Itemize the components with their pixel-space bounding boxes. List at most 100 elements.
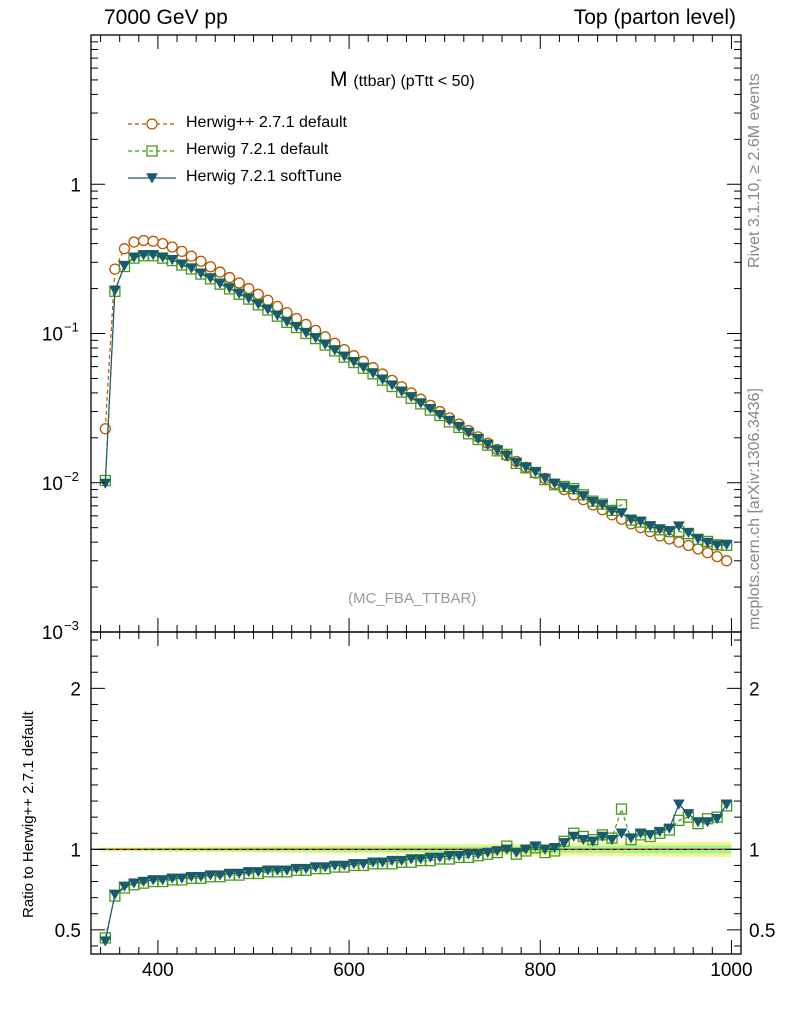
y-tick-label: 1 — [70, 175, 81, 196]
data-point-s2 — [567, 831, 580, 842]
y-tick-label-exponent: −3 — [64, 618, 79, 633]
data-point-s0 — [118, 243, 131, 255]
data-point-s2 — [261, 304, 274, 315]
data-point-s2 — [367, 857, 379, 868]
rivet-version-label: Rivet 3.1.10, ≥ 2.6M events — [746, 73, 763, 268]
data-point-s0 — [147, 235, 159, 247]
data-point-s2 — [644, 521, 657, 532]
data-point-s2 — [156, 252, 169, 263]
legend-entry-herwig7-softtune: Herwig 7.2.1 softTune — [186, 168, 342, 185]
data-point-s2 — [357, 362, 370, 374]
data-point-s2 — [625, 833, 638, 844]
process-label: Top (parton level) — [573, 6, 736, 29]
data-point-s0 — [711, 550, 723, 563]
ratio-tick-label-left: 0.5 — [55, 921, 81, 942]
beam-label: 7000 GeV pp — [104, 6, 228, 29]
data-point-s2 — [472, 434, 485, 445]
data-point-s2 — [701, 817, 714, 828]
data-point-s2 — [558, 838, 571, 849]
data-point-s2 — [395, 855, 408, 867]
ratio-panel-series — [99, 799, 733, 947]
data-point-s2 — [223, 868, 236, 879]
y-tick-label-base: 10 — [42, 325, 63, 346]
data-point-s2 — [300, 327, 313, 339]
data-point-s0 — [137, 234, 150, 247]
data-point-s2 — [338, 351, 351, 362]
data-point-s2 — [405, 392, 418, 403]
data-point-s2 — [271, 310, 284, 321]
data-point-s0 — [701, 547, 714, 559]
data-point-s2 — [586, 836, 599, 847]
ratio-tick-label-right: 2 — [749, 679, 760, 700]
data-point-s2 — [519, 844, 532, 855]
data-point-s2 — [166, 873, 179, 884]
data-point-s2 — [711, 540, 724, 551]
data-point-s2 — [281, 316, 293, 328]
mcplots-credit-label: mcplots.cern.ch [arXiv:1306.3436] — [746, 388, 763, 630]
ratio-tick-label-right: 0.5 — [749, 921, 775, 942]
data-point-s2 — [606, 834, 618, 846]
data-point-s0 — [673, 536, 685, 548]
data-point-s2 — [214, 278, 226, 289]
data-point-s2 — [491, 846, 504, 857]
data-point-s2 — [606, 506, 618, 517]
data-point-s2 — [166, 255, 179, 266]
data-point-s2 — [529, 467, 542, 478]
data-point-s2 — [443, 415, 456, 427]
data-point-s2 — [539, 473, 551, 484]
data-point-s2 — [453, 851, 465, 862]
data-point-s2 — [309, 862, 322, 873]
data-point-s2 — [558, 482, 571, 493]
data-point-s2 — [405, 854, 418, 865]
data-point-s2 — [328, 860, 341, 871]
data-point-s2 — [175, 873, 188, 884]
data-point-s2 — [376, 374, 389, 385]
legend-marker-0 — [146, 118, 158, 130]
data-point-s2 — [433, 410, 446, 421]
data-point-s2 — [261, 865, 274, 876]
data-point-s2 — [472, 849, 485, 860]
data-point-s0 — [233, 277, 245, 289]
data-point-s0 — [99, 423, 111, 435]
data-point-s0 — [214, 266, 226, 278]
data-point-s2 — [424, 403, 437, 415]
x-tick-label: 400 — [142, 960, 174, 981]
ratio-tick-label-left: 1 — [70, 840, 81, 861]
legend-marker-2 — [146, 173, 158, 184]
data-point-s2 — [663, 823, 676, 834]
ratio-tick-label-left: 2 — [70, 679, 81, 700]
data-point-s0 — [204, 261, 217, 273]
data-point-s2 — [204, 870, 217, 881]
data-point-s0 — [252, 288, 264, 300]
data-point-s2 — [414, 854, 427, 865]
data-point-s2 — [252, 867, 265, 878]
data-point-s2 — [214, 870, 226, 881]
data-point-s0 — [185, 250, 198, 262]
data-point-s2 — [386, 380, 399, 391]
data-point-s2 — [281, 865, 293, 876]
data-point-s2 — [128, 252, 140, 263]
data-point-s2 — [500, 450, 513, 462]
data-point-s2 — [519, 462, 532, 473]
y-tick-label: 10 — [42, 325, 63, 346]
data-point-s2 — [137, 250, 150, 261]
data-point-s2 — [634, 516, 647, 527]
data-point-s2 — [99, 478, 112, 489]
plot-title-sub: (ttbar) (pTtt < 50) — [353, 73, 475, 90]
legend-entry-herwigpp-271: Herwig++ 2.7.1 default — [186, 114, 347, 131]
data-point-s0 — [281, 306, 293, 319]
data-point-s2 — [319, 339, 332, 350]
data-point-s2 — [194, 268, 207, 279]
data-point-s2 — [625, 514, 638, 526]
data-point-s2 — [453, 422, 465, 433]
ratio-axis-label: Ratio to Herwig++ 2.7.1 default — [20, 711, 37, 918]
data-point-s0 — [176, 245, 188, 258]
data-point-s2 — [653, 524, 666, 535]
data-point-s2 — [433, 852, 446, 863]
data-point-s2 — [233, 868, 246, 879]
data-point-s2 — [539, 844, 551, 855]
data-point-s2 — [357, 859, 370, 870]
data-point-s2 — [424, 852, 437, 863]
y-tick-label: 10 — [42, 474, 63, 495]
